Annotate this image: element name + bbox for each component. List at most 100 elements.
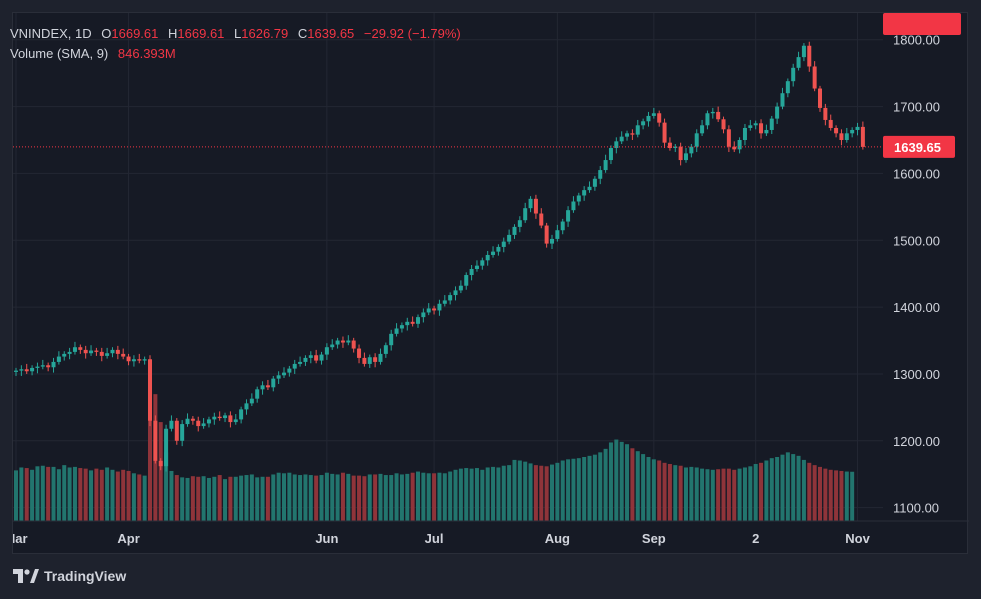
candle-body bbox=[801, 45, 806, 58]
volume-bar bbox=[769, 458, 774, 521]
candle-body bbox=[560, 221, 565, 231]
volume-bar bbox=[94, 468, 99, 521]
candle-body bbox=[839, 133, 844, 140]
candle-body bbox=[753, 123, 758, 126]
candle-body bbox=[340, 340, 345, 343]
candle-body bbox=[491, 251, 496, 255]
candle-body bbox=[62, 353, 67, 357]
candle-body bbox=[850, 129, 855, 134]
volume-bar bbox=[582, 457, 587, 521]
volume-bar bbox=[571, 458, 576, 521]
candle-body bbox=[657, 113, 662, 123]
candle-body bbox=[673, 146, 678, 149]
close-value: 1639.65 bbox=[307, 26, 355, 41]
volume-bar bbox=[818, 466, 822, 521]
volume-bar bbox=[469, 468, 474, 521]
time-axis: Mar Apr Jun Jul Aug Sep 2 Nov bbox=[13, 531, 871, 546]
candle-body bbox=[249, 398, 254, 404]
volume-bar bbox=[51, 466, 56, 521]
volume-bar bbox=[603, 448, 608, 521]
volume-bar bbox=[480, 469, 485, 521]
candle-body bbox=[308, 355, 313, 358]
candle-body bbox=[399, 325, 404, 329]
time-tick-label: Jun bbox=[315, 531, 338, 546]
candle-body bbox=[507, 234, 512, 242]
candle-body bbox=[335, 340, 340, 345]
candle-body bbox=[137, 359, 142, 361]
candle-body bbox=[389, 333, 394, 346]
volume-bar bbox=[249, 474, 254, 521]
volume-bar bbox=[14, 470, 18, 521]
volume-bar bbox=[180, 477, 185, 521]
volume-bar bbox=[641, 454, 646, 521]
volume-bar bbox=[608, 442, 613, 521]
volume-bar bbox=[271, 474, 276, 521]
candle-body bbox=[517, 220, 522, 227]
volume-bar bbox=[544, 466, 549, 521]
volume-bar bbox=[646, 457, 651, 521]
candle-body bbox=[346, 340, 351, 343]
candle-body bbox=[855, 126, 860, 130]
candle-body bbox=[705, 113, 710, 126]
candle-body bbox=[737, 140, 742, 150]
volume-bar bbox=[801, 459, 806, 521]
volume-badge-bg bbox=[883, 13, 961, 35]
chart-canvas[interactable]: 1800.00 1700.00 1600.00 1500.00 1400.00 1300.… bbox=[13, 13, 969, 555]
candle-body bbox=[807, 45, 812, 67]
volume-bar bbox=[206, 477, 211, 521]
volume-bar bbox=[308, 475, 313, 521]
candle-body bbox=[726, 129, 731, 147]
volume-bar bbox=[576, 458, 581, 521]
volume-bar bbox=[464, 468, 469, 521]
volume-bar bbox=[83, 468, 88, 521]
volume-bar bbox=[19, 467, 24, 521]
volume-bar bbox=[99, 469, 104, 521]
candle-body bbox=[244, 403, 249, 410]
price-badge-bg bbox=[883, 135, 955, 158]
volume-bar bbox=[362, 476, 367, 521]
candle-body bbox=[383, 345, 388, 354]
volume-bar bbox=[405, 473, 410, 521]
volume-bar bbox=[426, 473, 431, 521]
candle-body bbox=[373, 357, 378, 362]
candle-body bbox=[700, 125, 705, 134]
volume-bar bbox=[115, 471, 120, 521]
volume-bar bbox=[517, 460, 522, 521]
candle-body bbox=[442, 300, 447, 304]
candle-body bbox=[598, 170, 603, 179]
volume-bar bbox=[287, 472, 292, 521]
volume-bar bbox=[89, 470, 94, 521]
chart-pane[interactable]: 1800.00 1700.00 1600.00 1500.00 1400.00 1300.… bbox=[12, 12, 969, 555]
time-tick-label: Nov bbox=[845, 531, 870, 546]
candle-body bbox=[14, 370, 18, 372]
volume-bar bbox=[764, 460, 769, 521]
candle-body bbox=[19, 369, 24, 371]
candle-body bbox=[276, 375, 281, 379]
candle-body bbox=[496, 246, 501, 252]
volume-bar bbox=[657, 460, 662, 521]
candle-body bbox=[185, 418, 190, 425]
symbol-label[interactable]: VNINDEX, 1D bbox=[10, 26, 92, 41]
volume-bar bbox=[324, 472, 329, 521]
candle-body bbox=[282, 372, 286, 376]
volume-bar bbox=[228, 476, 233, 521]
tradingview-logo[interactable]: TradingView bbox=[13, 568, 126, 584]
candle-body bbox=[212, 416, 217, 420]
volume-bar bbox=[528, 463, 533, 521]
volume-bar bbox=[319, 475, 324, 521]
candle-body bbox=[432, 308, 437, 311]
low-value: 1626.79 bbox=[241, 26, 289, 41]
candle-body bbox=[630, 133, 635, 135]
candle-body bbox=[844, 133, 849, 140]
volume-bar bbox=[416, 471, 420, 521]
time-tick-label: Sep bbox=[642, 531, 666, 546]
price-tick-label: 1700.00 bbox=[893, 100, 940, 115]
candle-body bbox=[324, 347, 329, 355]
candle-body bbox=[142, 359, 147, 361]
volume-bar bbox=[539, 465, 544, 521]
volume-bar bbox=[716, 469, 721, 521]
volume-label[interactable]: Volume (SMA, 9) bbox=[10, 46, 109, 61]
volume-bar bbox=[748, 466, 753, 521]
candle-body bbox=[153, 420, 158, 461]
volume-bar bbox=[753, 463, 758, 521]
